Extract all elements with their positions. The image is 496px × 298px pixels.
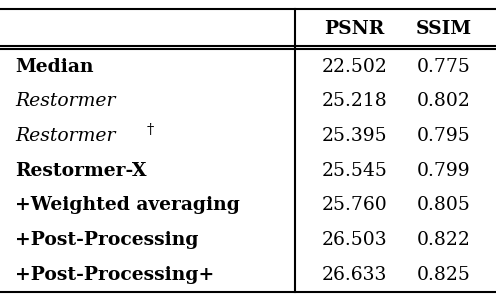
Text: 0.822: 0.822: [417, 231, 471, 249]
Text: Restormer: Restormer: [15, 92, 116, 110]
Text: 0.775: 0.775: [417, 58, 471, 75]
Text: 0.799: 0.799: [417, 162, 471, 180]
Text: 25.218: 25.218: [322, 92, 387, 110]
Text: 0.795: 0.795: [417, 127, 471, 145]
Text: 0.802: 0.802: [417, 92, 471, 110]
Text: 22.502: 22.502: [322, 58, 387, 75]
Text: 26.503: 26.503: [322, 231, 387, 249]
Text: SSIM: SSIM: [416, 20, 472, 38]
Text: 25.760: 25.760: [322, 196, 387, 214]
Text: Restormer-X: Restormer-X: [15, 162, 146, 180]
Text: †: †: [147, 123, 154, 137]
Text: +Post-Processing: +Post-Processing: [15, 231, 198, 249]
Text: 25.395: 25.395: [322, 127, 387, 145]
Text: 0.825: 0.825: [417, 266, 471, 284]
Text: 26.633: 26.633: [322, 266, 387, 284]
Text: Median: Median: [15, 58, 93, 75]
Text: 0.805: 0.805: [417, 196, 471, 214]
Text: 25.545: 25.545: [322, 162, 387, 180]
Text: +Post-Processing+: +Post-Processing+: [15, 266, 214, 284]
Text: Restormer: Restormer: [15, 127, 116, 145]
Text: +Weighted averaging: +Weighted averaging: [15, 196, 240, 214]
Text: PSNR: PSNR: [324, 20, 385, 38]
